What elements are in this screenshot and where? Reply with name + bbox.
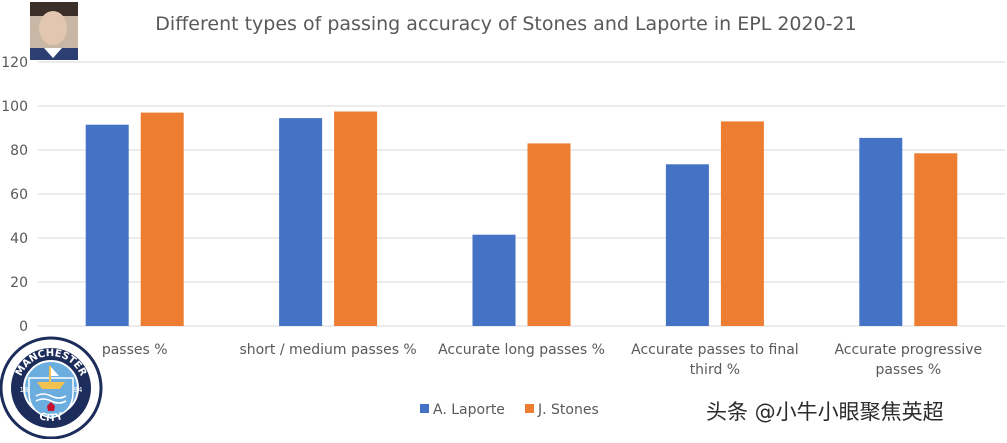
- bar: [720, 121, 764, 327]
- bar: [334, 111, 378, 326]
- logo-year-right: 94: [74, 386, 83, 394]
- x-tick-label: passes %: [102, 342, 168, 358]
- bar: [859, 137, 903, 326]
- legend-label: A. Laporte: [433, 402, 505, 418]
- bars: [85, 111, 958, 327]
- chart-title: Different types of passing accuracy of S…: [155, 13, 856, 35]
- x-tick-label: Accurate progressive: [834, 342, 982, 358]
- bar: [914, 153, 958, 326]
- legend-swatch: [525, 404, 534, 413]
- watermark: 头条 @小牛小眼聚焦英超: [706, 400, 944, 424]
- y-axis: 0 20 40 60 80 100 120: [1, 55, 28, 335]
- logo-year-left: 18: [20, 386, 29, 394]
- y-tick-label: 20: [10, 275, 28, 291]
- y-tick-label: 80: [10, 143, 28, 159]
- legend: A. Laporte J. Stones: [420, 402, 599, 418]
- bar: [140, 112, 184, 326]
- logo-text-bottom: CITY: [38, 411, 65, 424]
- bar: [665, 164, 709, 326]
- x-tick-label: third %: [690, 362, 740, 378]
- club-badge: 18 94 MANCHESTER CITY: [0, 336, 103, 440]
- bar: [472, 234, 516, 326]
- y-tick-label: 0: [19, 319, 28, 335]
- bar: [279, 118, 323, 326]
- player-photo: [30, 2, 78, 60]
- legend-label: J. Stones: [537, 402, 599, 418]
- x-tick-label: Accurate long passes %: [438, 342, 605, 358]
- legend-swatch: [420, 404, 429, 413]
- x-tick-label: Accurate passes to final: [631, 342, 799, 358]
- bar: [85, 124, 129, 326]
- y-tick-label: 100: [1, 99, 28, 115]
- bar: [527, 143, 571, 326]
- x-axis: passes % short / medium passes % Accurate …: [102, 342, 982, 378]
- x-tick-label: short / medium passes %: [239, 342, 416, 358]
- y-tick-label: 40: [10, 231, 28, 247]
- gridlines: [38, 61, 1005, 327]
- y-tick-label: 120: [1, 55, 28, 71]
- y-tick-label: 60: [10, 187, 28, 203]
- x-tick-label: passes %: [875, 362, 941, 378]
